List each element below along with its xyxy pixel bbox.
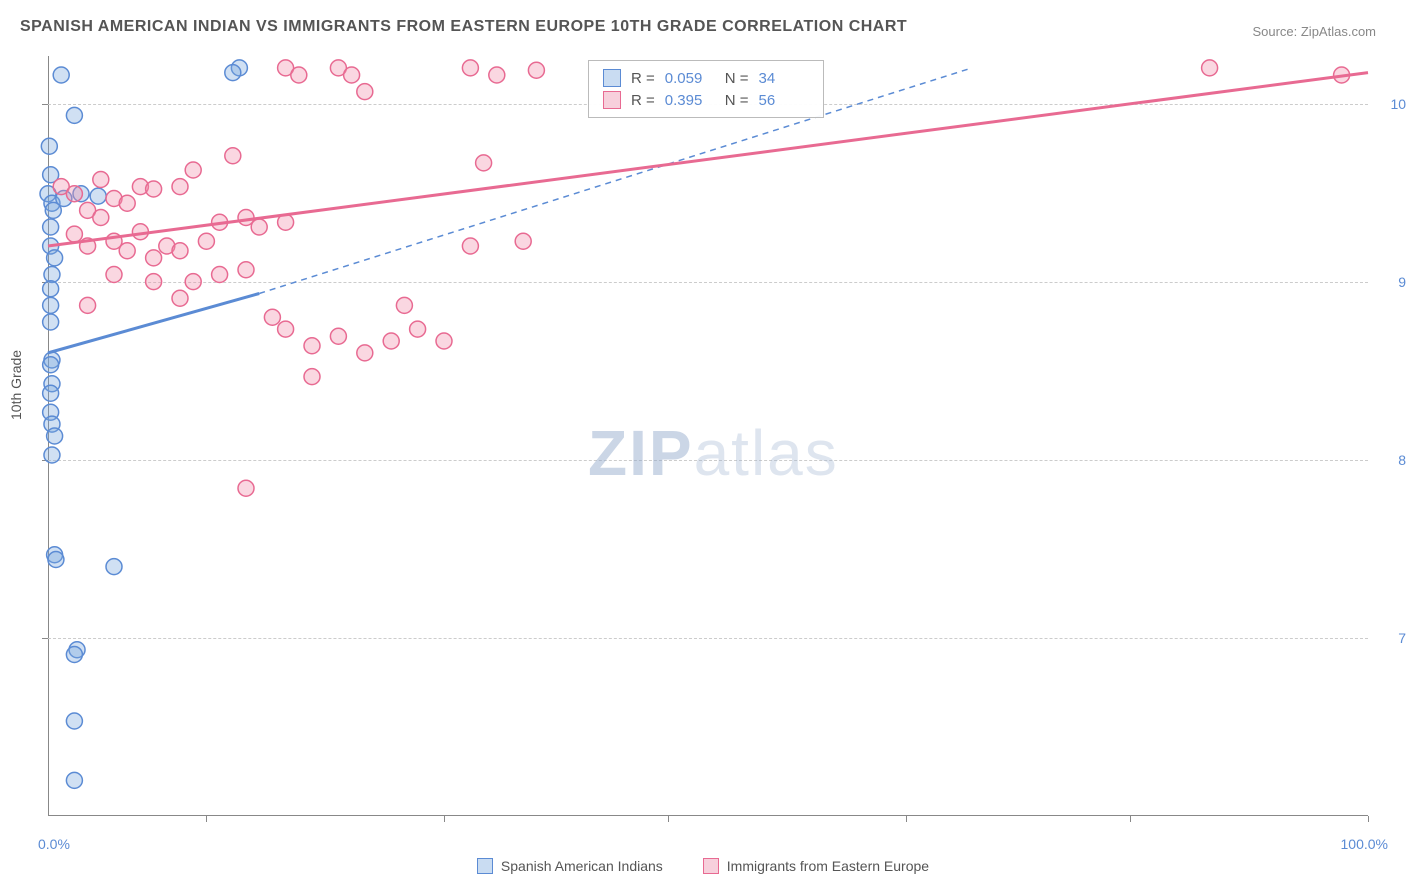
scatter-point [251,219,267,235]
x-tick [1130,816,1131,822]
scatter-point [396,297,412,313]
scatter-point [106,559,122,575]
scatter-point [66,186,82,202]
scatter-point [41,138,57,154]
stats-box: R = 0.059 N = 34 R = 0.395 N = 56 [588,60,824,118]
x-min-label: 0.0% [38,836,70,852]
scatter-point [43,314,59,330]
scatter-point [291,67,307,83]
scatter-point [410,321,426,337]
scatter-point [330,328,346,344]
stats-n-label-2: N = [725,92,749,109]
scatter-point [185,274,201,290]
y-tick-label: 100.0% [1391,96,1406,112]
scatter-point [146,181,162,197]
scatter-point [48,552,64,568]
scatter-point [80,297,96,313]
stats-n-val-2: 56 [759,92,809,109]
stats-row-1: R = 0.059 N = 34 [603,67,809,89]
scatter-point [43,385,59,401]
chart-title: SPANISH AMERICAN INDIAN VS IMMIGRANTS FR… [20,18,907,36]
scatter-point [225,65,241,81]
scatter-point [66,226,82,242]
stats-swatch-2 [603,91,621,109]
stats-r-label-2: R = [631,92,655,109]
scatter-point [44,267,60,283]
scatter-point [43,219,59,235]
scatter-point [357,84,373,100]
scatter-point [528,62,544,78]
y-tick-label: 92.5% [1398,274,1406,290]
scatter-point [1202,60,1218,76]
scatter-point [146,250,162,266]
scatter-point [344,67,360,83]
stats-n-val-1: 34 [759,70,809,87]
scatter-point [44,447,60,463]
x-tick [206,816,207,822]
scatter-point [198,233,214,249]
scatter-point [489,67,505,83]
scatter-point [43,357,59,373]
scatter-point [436,333,452,349]
scatter-point [304,338,320,354]
chart-area: 100.0%92.5%85.0%77.5% 0.0% 100.0% ZIPatl… [48,56,1368,816]
x-tick [1368,816,1369,822]
legend-swatch-2 [703,858,719,874]
x-tick [668,816,669,822]
scatter-point [225,148,241,164]
scatter-point [93,172,109,188]
scatter-point [66,772,82,788]
scatter-point [238,262,254,278]
x-max-label: 100.0% [1341,836,1388,852]
source-label: Source: ZipAtlas.com [1252,24,1376,39]
scatter-point [264,309,280,325]
legend-label-1: Spanish American Indians [501,858,663,874]
legend-label-2: Immigrants from Eastern Europe [727,858,929,874]
scatter-point [53,67,69,83]
legend: Spanish American Indians Immigrants from… [0,858,1406,874]
scatter-point [90,188,106,204]
legend-item-2: Immigrants from Eastern Europe [703,858,929,874]
x-tick [906,816,907,822]
scatter-point [172,290,188,306]
scatter-point [119,195,135,211]
scatter-point [172,179,188,195]
scatter-point [476,155,492,171]
stats-r-val-1: 0.059 [665,70,715,87]
y-tick-label: 77.5% [1398,630,1406,646]
scatter-point [43,281,59,297]
scatter-point [119,243,135,259]
stats-row-2: R = 0.395 N = 56 [603,89,809,111]
scatter-point [515,233,531,249]
scatter-point [93,210,109,226]
y-axis-title: 10th Grade [8,350,24,420]
scatter-point [462,60,478,76]
scatter-point [357,345,373,361]
scatter-point [212,267,228,283]
scatter-point [66,713,82,729]
scatter-point [66,647,82,663]
legend-item-1: Spanish American Indians [477,858,663,874]
scatter-point [106,267,122,283]
stats-r-label-1: R = [631,70,655,87]
scatter-point [278,321,294,337]
plot-svg [48,56,1368,816]
scatter-point [185,162,201,178]
x-tick [444,816,445,822]
y-tick-label: 85.0% [1398,452,1406,468]
scatter-point [43,297,59,313]
stats-r-val-2: 0.395 [665,92,715,109]
stats-swatch-1 [603,69,621,87]
legend-swatch-1 [477,858,493,874]
stats-n-label-1: N = [725,70,749,87]
scatter-point [146,274,162,290]
scatter-point [383,333,399,349]
scatter-point [304,369,320,385]
scatter-point [462,238,478,254]
scatter-point [47,250,63,266]
scatter-point [66,107,82,123]
scatter-point [172,243,188,259]
scatter-point [47,428,63,444]
scatter-point [238,480,254,496]
